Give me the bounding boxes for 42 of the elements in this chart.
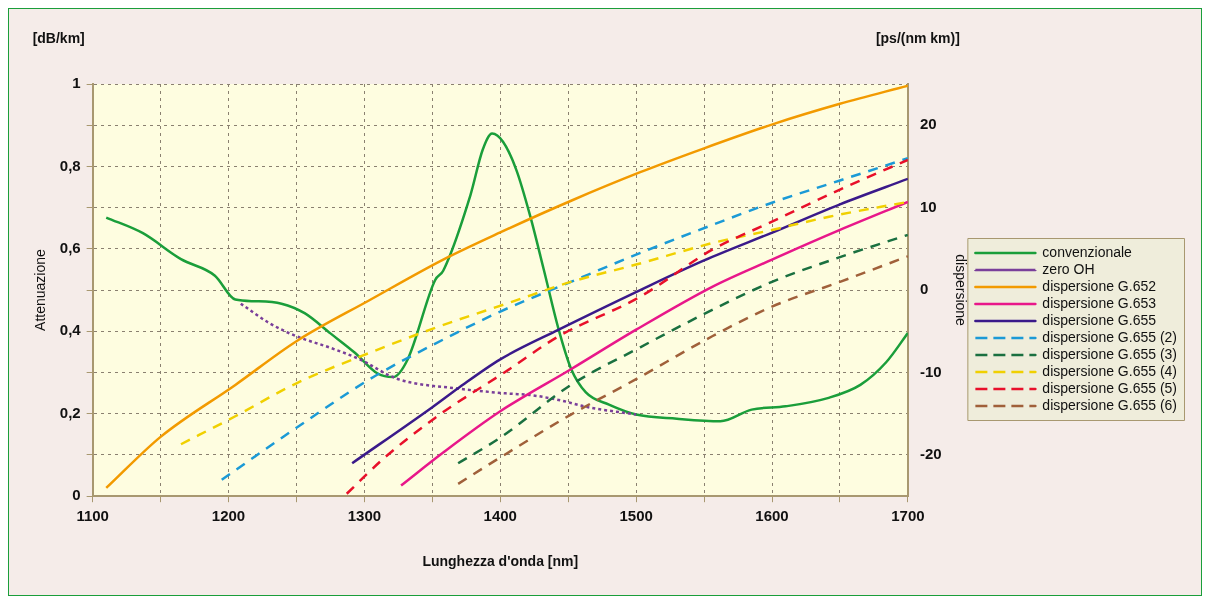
y-tick-label: 0,6 — [59, 239, 81, 257]
y2-axis-title: dispersione — [953, 254, 970, 327]
line-series — [350, 177, 908, 465]
legend-label: dispersione G.655 — [1042, 311, 1157, 328]
legend-label: dispersione G.655 (4) — [1042, 362, 1178, 379]
line-series — [456, 233, 908, 465]
x-tick-label: 1500 — [619, 507, 653, 525]
legend-label: dispersione G.655 (5) — [1042, 379, 1178, 396]
line-series — [104, 132, 908, 423]
legend-label: dispersione G.655 (3) — [1042, 345, 1178, 362]
text: [ps/(nm km)] — [875, 29, 960, 46]
x-tick-label: 1400 — [483, 507, 517, 525]
line-series — [220, 156, 908, 481]
legend-label: convenzionale — [1042, 243, 1133, 260]
legend-label: dispersione G.652 — [1042, 277, 1157, 294]
legend-label: dispersione G.653 — [1042, 294, 1157, 311]
x-tick-label: 1100 — [76, 507, 109, 525]
x-tick-label: 1200 — [211, 507, 246, 525]
x-tick-label: 1700 — [891, 507, 925, 525]
legend-label: dispersione G.655 (2) — [1042, 328, 1178, 345]
y2-tick-label: -20 — [919, 445, 942, 463]
line-series — [456, 255, 908, 486]
line-series — [239, 302, 638, 416]
y-axis-title: Attenuazione — [32, 249, 49, 331]
line-series — [399, 200, 908, 487]
y-tick-label: 0,2 — [59, 403, 81, 421]
legend-label: zero OH — [1042, 260, 1095, 277]
y-tick-label: 0,8 — [59, 156, 81, 174]
line-series — [345, 158, 908, 495]
y-tick-label: 0,4 — [59, 321, 82, 339]
legend-label: dispersione G.655 (6) — [1042, 396, 1178, 413]
y2-tick-label: -10 — [919, 362, 942, 380]
x-tick-label: 1300 — [347, 507, 382, 525]
y2-tick-label: 0 — [919, 280, 929, 298]
y-tick-label: 1 — [72, 74, 81, 92]
x-axis-title: Lunghezza d'onda [nm] — [422, 553, 579, 570]
x-tick-label: 1600 — [755, 507, 789, 525]
y2-tick-label: 10 — [919, 197, 937, 215]
line-series — [104, 84, 908, 490]
text: [dB/km] — [32, 29, 85, 46]
y-tick-label: 0 — [72, 486, 81, 504]
y2-tick-label: 20 — [919, 115, 937, 133]
